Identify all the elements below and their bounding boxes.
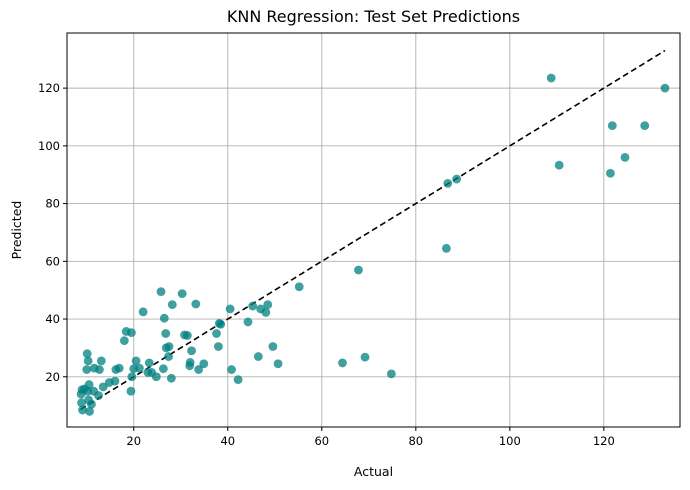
data-point xyxy=(606,168,615,178)
data-point xyxy=(85,407,94,416)
data-point xyxy=(386,369,396,379)
data-point xyxy=(83,356,93,366)
data-point xyxy=(225,304,235,314)
y-tick-label: 40 xyxy=(45,312,60,326)
data-point xyxy=(156,287,166,297)
data-point xyxy=(127,328,136,338)
data-point xyxy=(607,121,617,131)
reference-line xyxy=(80,49,666,411)
data-point xyxy=(194,365,204,374)
data-point xyxy=(660,83,670,93)
data-points xyxy=(76,73,670,416)
data-point xyxy=(452,174,462,184)
data-point xyxy=(441,243,451,253)
y-axis-label: Predicted xyxy=(9,201,24,260)
x-tick-label: 100 xyxy=(499,434,521,448)
data-point xyxy=(554,160,564,170)
data-point xyxy=(167,300,177,310)
data-point xyxy=(164,352,173,361)
data-point xyxy=(185,361,195,371)
data-point xyxy=(199,359,209,369)
data-point xyxy=(212,329,221,338)
x-tick-label: 20 xyxy=(126,434,141,448)
data-point xyxy=(187,346,196,356)
data-point xyxy=(273,359,283,369)
data-point xyxy=(161,329,171,338)
data-point xyxy=(144,358,154,368)
data-point xyxy=(268,342,278,351)
data-point xyxy=(177,289,187,299)
y-tick-label: 60 xyxy=(45,254,60,268)
data-point xyxy=(110,376,120,386)
data-point xyxy=(620,153,630,162)
data-point xyxy=(261,308,271,317)
chart-title: KNN Regression: Test Set Predictions xyxy=(227,7,520,26)
data-point xyxy=(98,382,108,392)
data-point xyxy=(233,375,243,385)
data-point xyxy=(82,349,92,359)
data-point xyxy=(77,398,86,408)
x-tick-label: 60 xyxy=(314,434,329,448)
x-axis-ticks: 20 40 60 80 100 120 xyxy=(126,427,615,448)
data-point xyxy=(360,352,370,362)
data-point xyxy=(191,299,201,309)
data-point xyxy=(87,399,96,409)
x-tick-label: 80 xyxy=(408,434,423,448)
data-point xyxy=(95,365,104,374)
data-point xyxy=(114,363,124,373)
data-point xyxy=(82,365,92,374)
data-point xyxy=(134,363,144,373)
data-point xyxy=(119,336,129,346)
data-point xyxy=(126,386,136,396)
data-point xyxy=(216,319,226,329)
y-tick-label: 20 xyxy=(45,370,60,384)
data-point xyxy=(546,73,556,83)
data-point xyxy=(248,301,258,311)
data-point xyxy=(127,372,137,382)
data-point xyxy=(166,373,176,383)
data-point xyxy=(253,352,263,361)
data-point xyxy=(131,356,141,366)
data-point xyxy=(138,307,148,317)
reference-line-group xyxy=(80,49,666,411)
data-point xyxy=(84,380,94,389)
x-axis-label: Actual xyxy=(354,464,393,479)
data-point xyxy=(158,364,168,374)
data-point xyxy=(227,365,236,374)
data-point xyxy=(443,178,453,188)
data-point xyxy=(213,342,223,351)
data-point xyxy=(96,356,106,366)
data-point xyxy=(354,265,363,275)
data-point xyxy=(338,358,347,368)
data-point xyxy=(263,300,273,310)
plot-frame xyxy=(66,32,681,428)
y-axis-ticks: 20 40 60 80 100 120 xyxy=(38,81,67,384)
data-point xyxy=(164,342,174,351)
data-point xyxy=(159,313,169,323)
data-point xyxy=(182,331,192,340)
data-point xyxy=(78,405,87,415)
y-tick-label: 120 xyxy=(38,81,60,95)
data-point xyxy=(640,121,650,131)
data-point xyxy=(243,317,253,327)
x-tick-label: 40 xyxy=(220,434,235,448)
data-point xyxy=(83,386,93,396)
data-point xyxy=(94,391,103,400)
data-point xyxy=(151,372,161,382)
y-tick-label: 100 xyxy=(38,139,60,153)
x-tick-label: 120 xyxy=(593,434,615,448)
data-point xyxy=(294,282,304,292)
y-tick-label: 80 xyxy=(45,197,60,211)
